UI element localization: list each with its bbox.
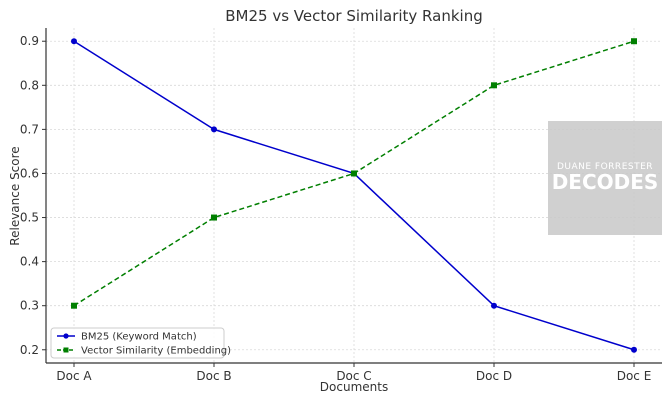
y-tick-label: 0.8 — [20, 78, 39, 92]
x-tick-label: Doc A — [56, 369, 92, 383]
y-axis-ticks: 0.2 0.3 0.4 0.5 0.6 0.7 0.8 0.9 — [20, 34, 46, 357]
legend-box — [50, 327, 225, 359]
x-tick-label: Doc B — [196, 369, 231, 383]
legend: BM25 (Keyword Match) Vector Similarity (E… — [50, 327, 231, 359]
y-tick-label: 0.2 — [20, 343, 39, 357]
series-layer — [71, 38, 637, 353]
data-point — [211, 214, 217, 221]
watermark-line2: DECODES — [552, 170, 659, 194]
x-tick-label: Doc E — [617, 369, 652, 383]
watermark-line1: DUANE FORRESTER — [557, 162, 653, 172]
y-tick-label: 0.4 — [20, 255, 39, 269]
chart-title: BM25 vs Vector Similarity Ranking — [225, 7, 482, 25]
watermark-box — [548, 121, 662, 235]
data-point — [71, 38, 77, 45]
x-tick-label: Doc D — [476, 369, 512, 383]
legend-label: Vector Similarity (Embedding) — [81, 346, 231, 357]
data-point — [631, 38, 637, 45]
watermark: DUANE FORRESTER DECODES — [548, 121, 662, 235]
data-point — [351, 170, 357, 177]
data-point — [211, 126, 217, 133]
legend-marker — [63, 347, 69, 353]
data-point — [631, 346, 637, 353]
data-point — [491, 302, 497, 309]
y-tick-label: 0.7 — [20, 122, 39, 136]
y-tick-label: 0.5 — [20, 211, 39, 225]
data-point — [71, 302, 77, 309]
x-axis-ticks: Doc A Doc B Doc C Doc D Doc E — [56, 363, 651, 383]
legend-label: BM25 (Keyword Match) — [81, 332, 197, 343]
y-tick-label: 0.3 — [20, 299, 39, 313]
y-tick-label: 0.9 — [20, 34, 39, 48]
x-tick-label: Doc C — [336, 369, 371, 383]
y-tick-label: 0.6 — [20, 166, 39, 180]
x-axis-label: Documents — [320, 380, 388, 394]
y-axis-label: Relevance Score — [8, 146, 22, 245]
data-point — [491, 82, 497, 89]
legend-marker — [63, 333, 69, 339]
